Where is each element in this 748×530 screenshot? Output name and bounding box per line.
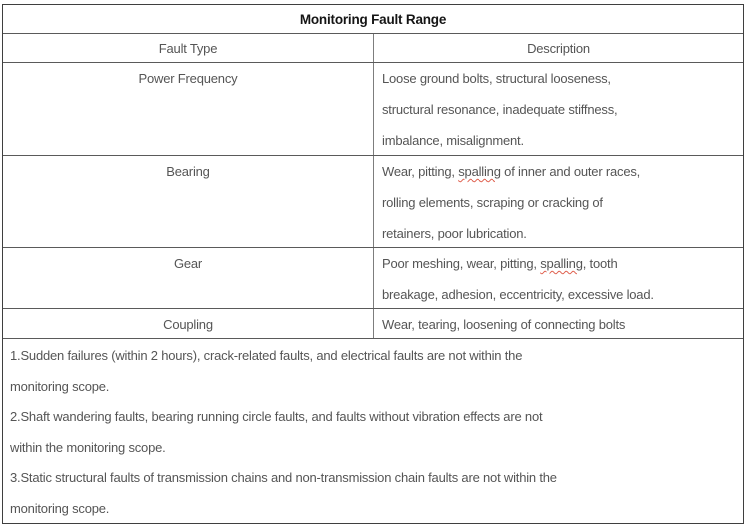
description-cell: Poor meshing, wear, pitting, spalling, t…	[374, 248, 743, 308]
fault-type-cell: Coupling	[3, 309, 374, 338]
misspelled-word: spalling	[458, 164, 501, 179]
note-line: within the monitoring scope.	[10, 439, 166, 455]
fault-type-cell: Power Frequency	[3, 63, 374, 155]
description-line: Wear, tearing, loosening of connecting b…	[382, 317, 626, 332]
table-row-bearing: Bearing Wear, pitting, spalling of inner…	[3, 156, 743, 248]
column-header-description: Description	[527, 40, 590, 56]
fault-type-cell: Bearing	[3, 156, 374, 247]
note-line: monitoring scope.	[10, 378, 110, 394]
description-line: breakage, adhesion, eccentricity, excess…	[382, 287, 654, 302]
description-line: Loose ground bolts, structural looseness…	[382, 71, 611, 86]
table-header-row: Fault Type Description	[3, 34, 743, 63]
fault-range-table: Monitoring Fault Range Fault Type Descri…	[2, 4, 744, 524]
fault-type-label: Coupling	[163, 317, 213, 332]
fault-type-label: Power Frequency	[138, 71, 238, 86]
description-cell: Wear, pitting, spalling of inner and out…	[374, 156, 743, 247]
note-line: monitoring scope.	[10, 500, 110, 516]
description-cell: Loose ground bolts, structural looseness…	[374, 63, 743, 155]
table-row-power-frequency: Power Frequency Loose ground bolts, stru…	[3, 63, 743, 156]
fault-type-label: Bearing	[166, 164, 210, 179]
description-line: Poor meshing, wear, pitting, spalling, t…	[382, 256, 618, 271]
description-line: imbalance, misalignment.	[382, 133, 524, 148]
table-title: Monitoring Fault Range	[299, 11, 447, 27]
description-line: Wear, pitting, spalling of inner and out…	[382, 164, 641, 179]
note-line: 3.Static structural faults of transmissi…	[10, 470, 557, 485]
table-title-row: Monitoring Fault Range	[3, 5, 743, 34]
note-line: 2.Shaft wandering faults, bearing runnin…	[10, 409, 543, 424]
fault-type-label: Gear	[173, 256, 203, 271]
misspelled-word: spalling	[540, 256, 583, 271]
table-row-coupling: Coupling Wear, tearing, loosening of con…	[3, 309, 743, 339]
description-line: rolling elements, scraping or cracking o…	[382, 195, 603, 210]
notes-section: 1.Sudden failures (within 2 hours), crac…	[3, 339, 743, 523]
column-header-fault-type: Fault Type	[3, 34, 374, 62]
description-line: retainers, poor lubrication.	[382, 226, 527, 241]
note-line: 1.Sudden failures (within 2 hours), crac…	[10, 348, 523, 363]
fault-type-cell: Gear	[3, 248, 374, 308]
description-cell: Wear, tearing, loosening of connecting b…	[374, 309, 743, 338]
description-line: structural resonance, inadequate stiffne…	[382, 102, 618, 117]
table-row-gear: Gear Poor meshing, wear, pitting, spalli…	[3, 248, 743, 309]
